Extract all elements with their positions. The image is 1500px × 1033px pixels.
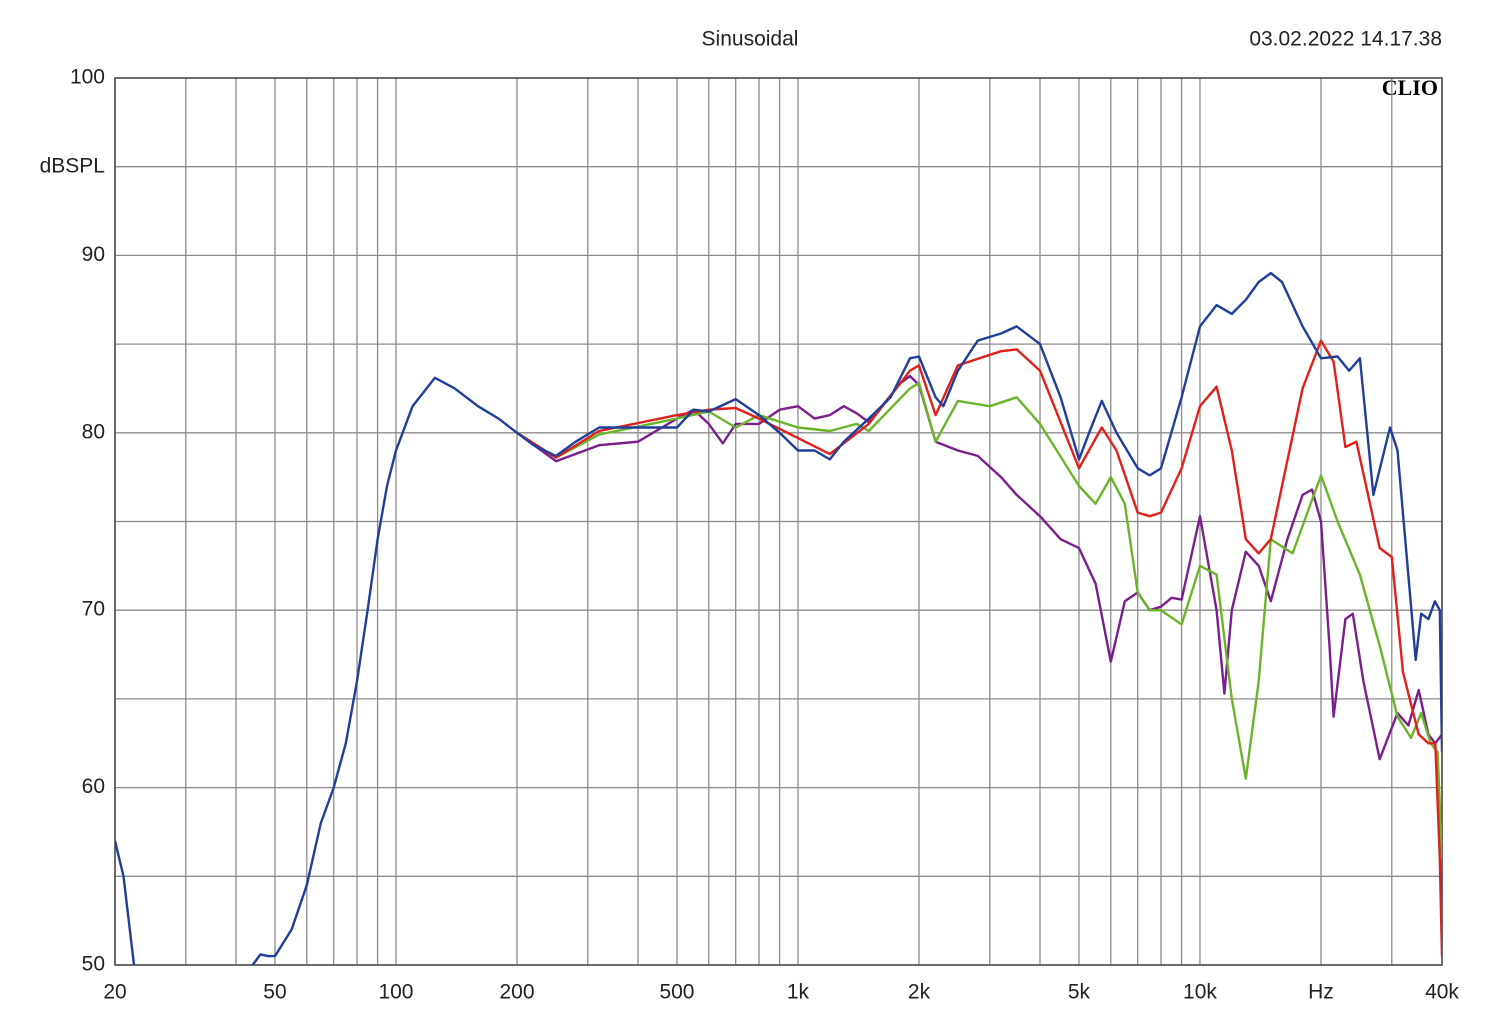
brand: CLIO: [1382, 75, 1438, 100]
plot-frame: [114, 77, 1443, 966]
x-tick-label: 20: [103, 981, 126, 1004]
timestamp: 03.02.2022 14.17.38: [1249, 28, 1442, 51]
x-tick-label: 40k: [1425, 981, 1459, 1004]
x-tick-label: 500: [659, 981, 694, 1004]
y-axis-label: dBSPL: [40, 155, 105, 178]
y-tick-label: 70: [82, 598, 105, 621]
y-tick-label: 60: [82, 775, 105, 798]
series-line: [115, 271, 1442, 965]
x-tick-label: 200: [499, 981, 534, 1004]
series-line: [516, 381, 1442, 859]
x-tick-label: 10k: [1183, 981, 1217, 1004]
series-line: [516, 374, 1442, 761]
series-line: [516, 339, 1442, 957]
y-tick-label: 90: [82, 243, 105, 266]
x-tick-label: 5k: [1068, 981, 1091, 1004]
x-tick-label: 2k: [908, 981, 931, 1004]
y-tick-label: 50: [82, 953, 105, 976]
y-tick-label: 100: [70, 66, 105, 89]
chart-title: Sinusoidal: [702, 28, 799, 51]
x-tick-label: 100: [378, 981, 413, 1004]
x-tick-label: 1k: [787, 981, 810, 1004]
x-tick-label: 50: [263, 981, 286, 1004]
x-tick-label: Hz: [1308, 981, 1334, 1004]
y-tick-label: 80: [82, 420, 105, 443]
